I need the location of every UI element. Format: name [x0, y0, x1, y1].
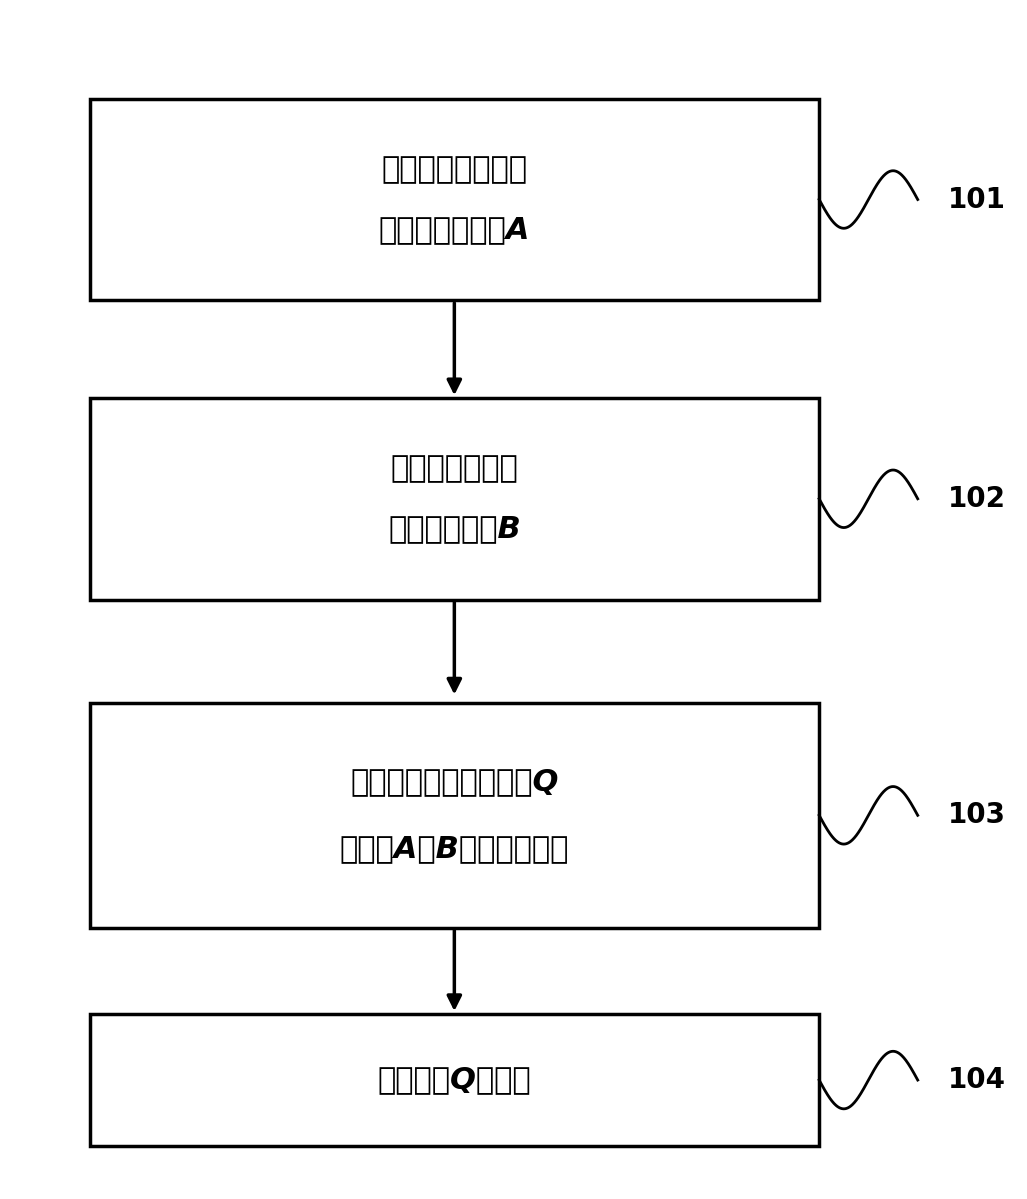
FancyBboxPatch shape	[89, 98, 820, 300]
Text: 101: 101	[948, 186, 1005, 213]
FancyBboxPatch shape	[89, 398, 820, 600]
Text: 计算物点Q的深度: 计算物点Q的深度	[378, 1066, 531, 1095]
Text: 104: 104	[948, 1066, 1005, 1093]
Text: 设定摄像机方位与: 设定摄像机方位与	[381, 155, 527, 183]
Text: 102: 102	[948, 484, 1005, 513]
Text: 焦距，采集图像A: 焦距，采集图像A	[379, 216, 530, 245]
Text: 摄像机旋转一角: 摄像机旋转一角	[390, 454, 519, 483]
Text: 103: 103	[948, 801, 1005, 830]
FancyBboxPatch shape	[89, 703, 820, 928]
FancyBboxPatch shape	[89, 1014, 820, 1146]
Text: 度，采集图像B: 度，采集图像B	[388, 514, 521, 543]
Text: 通过匹配算法找到物点Q: 通过匹配算法找到物点Q	[350, 767, 559, 796]
Text: 在图像A、B中的对应像点: 在图像A、B中的对应像点	[340, 835, 569, 863]
